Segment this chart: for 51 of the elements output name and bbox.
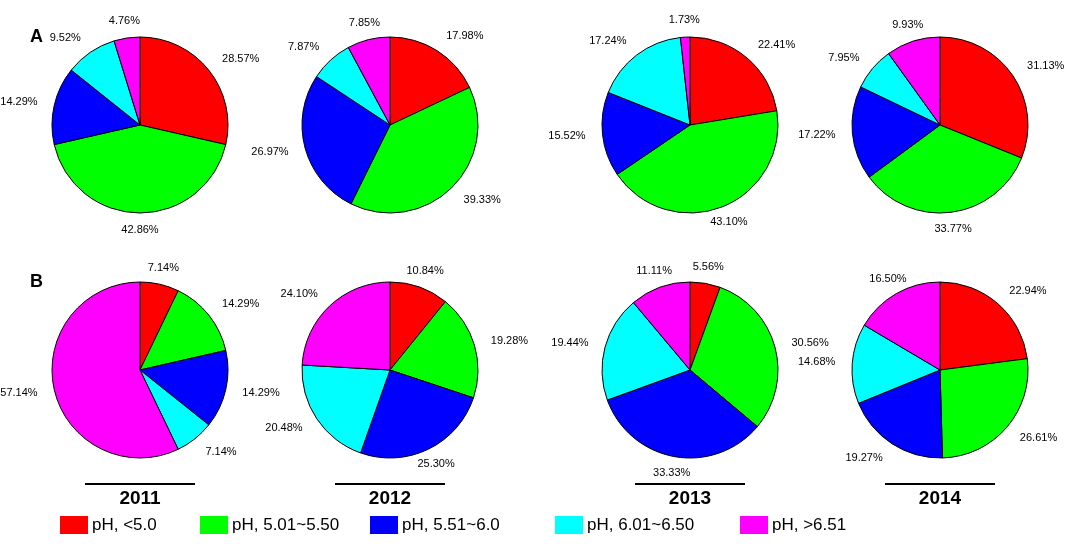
legend-label: pH, 5.01~5.50 xyxy=(232,515,340,534)
data-label: 14.29% xyxy=(222,297,260,310)
text: 2012 xyxy=(368,487,412,508)
data-label: 16.50% xyxy=(869,271,907,284)
legend-label: pH, <5.0 xyxy=(92,515,157,534)
data-label: 42.86% xyxy=(121,222,159,235)
data-label: 19.27% xyxy=(845,450,883,463)
data-label: 24.10% xyxy=(280,286,319,299)
data-label: 7.14% xyxy=(205,445,237,458)
text: 2011 xyxy=(119,487,162,508)
data-label: 7.95% xyxy=(828,50,860,63)
data-label: 7.14% xyxy=(147,260,180,273)
legend-label: pH, 5.51~6.0 xyxy=(402,515,500,534)
data-label: 7.85% xyxy=(348,16,381,29)
text: 2014 xyxy=(918,487,962,508)
data-label: 26.97% xyxy=(251,145,289,158)
data-label: 22.41% xyxy=(757,37,796,50)
data-label: 15.52% xyxy=(548,129,586,142)
data-label: 14.29% xyxy=(242,386,280,399)
data-label: 14.29% xyxy=(0,94,38,107)
data-label: 5.56% xyxy=(692,259,725,272)
data-label: 39.33% xyxy=(463,192,502,205)
data-label: 30.56% xyxy=(791,335,829,348)
data-label: 33.33% xyxy=(653,466,691,479)
data-label: 9.52% xyxy=(49,31,82,44)
data-label: 57.14% xyxy=(0,386,38,399)
data-label: 17.22% xyxy=(798,127,836,140)
legend-label: pH, >6.51 xyxy=(772,515,847,534)
data-label: 19.44% xyxy=(551,335,589,348)
data-label: 22.94% xyxy=(1009,284,1047,297)
data-label: 4.76% xyxy=(108,14,141,27)
legend-label: pH, 6.01~6.50 xyxy=(587,515,695,534)
text: 2013 xyxy=(668,487,712,508)
data-label: 17.98% xyxy=(446,29,484,42)
data-label: 33.77% xyxy=(934,222,972,235)
data-label: 9.93% xyxy=(892,17,924,30)
data-label: 17.24% xyxy=(589,34,627,47)
text: B xyxy=(30,271,43,291)
data-label: 28.57% xyxy=(222,52,260,65)
data-label: 14.68% xyxy=(797,355,836,368)
data-label: 20.48% xyxy=(265,421,303,434)
data-label: 10.84% xyxy=(406,263,444,276)
data-label: 11.11% xyxy=(636,264,673,277)
text: A xyxy=(30,26,43,46)
data-label: 1.73% xyxy=(668,13,701,26)
data-label: 7.87% xyxy=(287,40,320,53)
data-label: 25.30% xyxy=(417,457,455,470)
data-label: 43.10% xyxy=(710,215,748,228)
data-label: 31.13% xyxy=(1027,59,1065,72)
data-label: 19.28% xyxy=(490,333,529,346)
data-label: 26.61% xyxy=(1019,431,1058,444)
